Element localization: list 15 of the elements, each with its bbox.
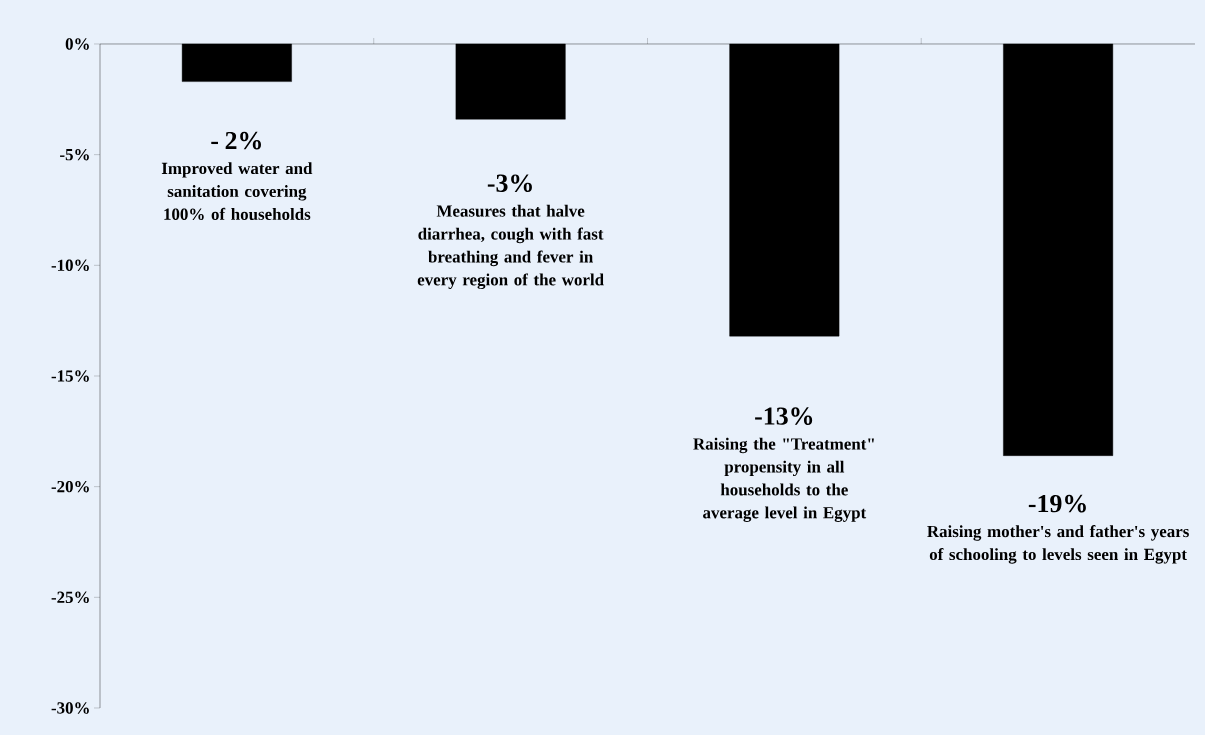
y-tick-label: -25%	[51, 591, 89, 604]
data-label: -13%	[755, 407, 813, 425]
x-tick-label: Improved water and sanitation covering 100% of households	[161, 162, 313, 220]
y-tick-label: -5%	[60, 148, 89, 161]
y-tick-label: -20%	[51, 480, 89, 493]
y-tick-label: 0%	[65, 38, 89, 50]
y-tick-label: -30%	[51, 702, 89, 714]
y-tick-label: -15%	[51, 370, 89, 382]
data-label: -19%	[1028, 494, 1086, 513]
data-label: -3%	[487, 174, 532, 193]
x-tick-label: Raising the "Treatment" propensity in all households to the average level in Egypt	[693, 437, 874, 522]
x-tick-label: Measures that halve diarrhea, cough with fast breathing and fever in every region of the world	[417, 204, 604, 290]
data-label: - 2%	[211, 131, 261, 150]
x-tick-label: Raising mother's and father's years of schooling to levels seen in Egypt	[927, 525, 1189, 564]
y-tick-label: -10%	[51, 259, 89, 272]
